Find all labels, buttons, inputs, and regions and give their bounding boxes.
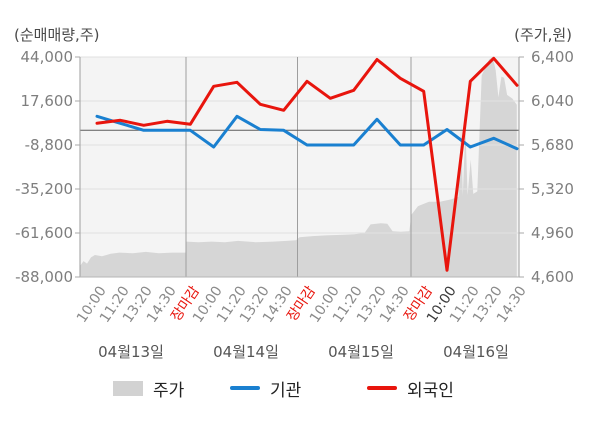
date-label: 04월14일 bbox=[213, 343, 279, 361]
left-axis-tick: -35,200 bbox=[15, 180, 73, 198]
right-axis-title: (주가,원) bbox=[514, 26, 572, 44]
right-axis-tick: 4,600 bbox=[531, 268, 574, 286]
right-axis-tick: 4,960 bbox=[531, 224, 574, 242]
date-label: 04월15일 bbox=[328, 343, 394, 361]
left-axis-title: (순매매량,주) bbox=[14, 26, 100, 44]
date-label: 04월13일 bbox=[98, 343, 164, 361]
left-axis-tick: 44,000 bbox=[20, 48, 74, 66]
institution-line-series bbox=[95, 114, 519, 151]
line-swatch-icon bbox=[230, 386, 260, 390]
right-axis-tick: 6,400 bbox=[531, 48, 574, 66]
right-axis-tick: 6,040 bbox=[531, 92, 574, 110]
left-axis-tick: -8,800 bbox=[24, 136, 73, 154]
legend-item-institution: 기관 bbox=[230, 376, 302, 401]
volume-price-chart bbox=[75, 56, 524, 278]
left-axis-tick: -61,600 bbox=[15, 224, 73, 242]
line-swatch-icon bbox=[367, 386, 397, 390]
legend-item-foreigner: 외국인 bbox=[367, 376, 454, 401]
right-axis-tick: 5,680 bbox=[531, 136, 574, 154]
price-area-series bbox=[80, 57, 517, 277]
right-axis-tick: 5,320 bbox=[531, 180, 574, 198]
legend-item-price: 주가 bbox=[113, 376, 185, 401]
foreigner-line-series bbox=[95, 56, 519, 272]
legend-label: 기관 bbox=[270, 380, 302, 401]
legend-label: 주가 bbox=[153, 380, 185, 401]
left-axis-tick: -88,000 bbox=[15, 268, 73, 286]
date-label: 04월16일 bbox=[443, 343, 509, 361]
left-axis-tick: 17,600 bbox=[20, 92, 74, 110]
legend-label: 외국인 bbox=[407, 380, 454, 401]
price-area-swatch-icon bbox=[113, 380, 143, 396]
chart-legend: 주가 기관 외국인 bbox=[0, 376, 600, 404]
